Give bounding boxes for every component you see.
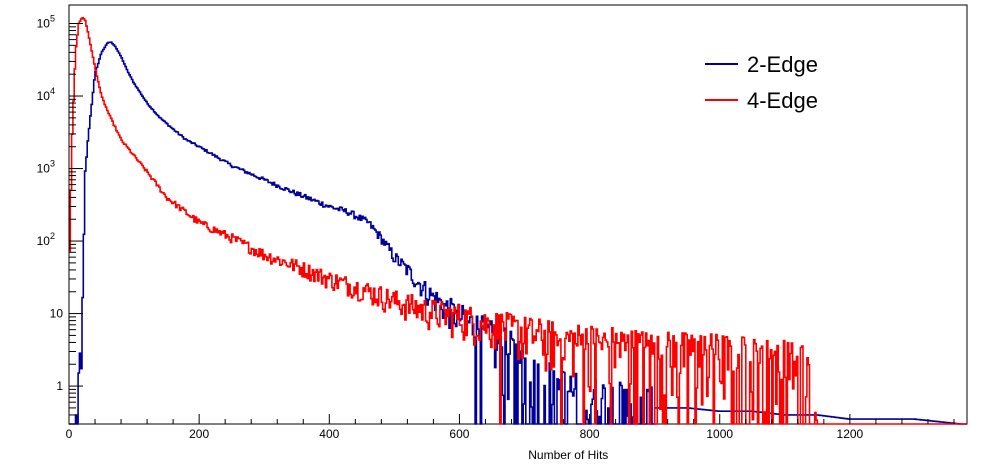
y-tick-label: 103 — [37, 159, 55, 176]
y-tick-label: 1 — [56, 379, 63, 393]
x-tick-label: 1000 — [706, 427, 733, 441]
axes: 0 200 400 600 800 1000 1200 Number of Hits 1 10 10… — [37, 14, 955, 462]
x-tick-label: 800 — [580, 427, 600, 441]
y-tick-exponent: 4 — [50, 86, 55, 96]
x-tick-label: 600 — [449, 427, 469, 441]
x-tick-label: 200 — [189, 427, 209, 441]
series-line-2-edge — [69, 41, 967, 425]
y-tick-label: 105 — [37, 14, 55, 31]
series-line-4-edge — [69, 17, 967, 425]
y-tick-exponent: 3 — [50, 159, 55, 169]
y-tick-label: 10 — [50, 307, 64, 321]
series-layer — [69, 17, 967, 425]
legend: 2-Edge 4-Edge — [705, 52, 818, 113]
x-axis-title: Number of Hits — [528, 448, 608, 462]
legend-label-2-edge: 2-Edge — [747, 52, 818, 77]
x-tick-label: 1200 — [837, 427, 864, 441]
y-tick-label: 104 — [37, 86, 55, 103]
y-tick-label: 102 — [37, 231, 55, 248]
x-tick-label: 400 — [319, 427, 339, 441]
y-tick-exponent: 2 — [50, 231, 55, 241]
legend-label-4-edge: 4-Edge — [747, 88, 818, 113]
x-tick-label: 0 — [66, 427, 73, 441]
y-tick-exponent: 5 — [50, 14, 55, 24]
